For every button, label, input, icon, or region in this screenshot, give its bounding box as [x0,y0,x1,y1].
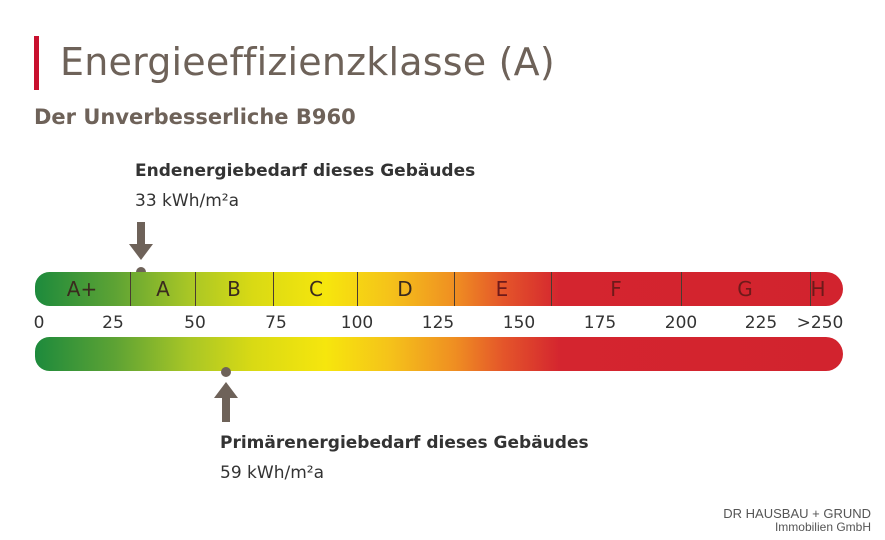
class-label: B [227,277,241,301]
class-label: G [737,277,753,301]
tick-label: 0 [33,313,45,333]
class-label: H [810,277,826,301]
class-label: E [495,277,509,301]
tick-label: 175 [583,313,617,333]
divider [273,272,274,306]
energy-class-scale: A+ A B C D E F G H [35,272,843,306]
tick-label: 100 [340,313,374,333]
end-energy-value: 33 kWh/m²a [135,191,239,211]
class-label: D [397,277,413,301]
class-label: A [156,277,170,301]
divider [454,272,455,306]
divider [810,272,811,306]
divider [681,272,682,306]
brand-name: DR HAUSBAU + GRUND [723,506,871,521]
tick-label: 25 [102,313,124,333]
tick-label: 200 [664,313,698,333]
arrow-up-icon [214,382,238,422]
class-label: F [610,277,622,301]
title-accent-bar [34,36,39,90]
tick-label: 125 [421,313,455,333]
tick-label: 150 [502,313,536,333]
brand-subline: Immobilien GmbH [774,520,871,534]
tick-label: 50 [184,313,206,333]
tick-label: 75 [265,313,287,333]
primary-energy-scale [35,337,843,371]
end-energy-label: Endenergiebedarf dieses Gebäudes [135,161,476,181]
class-label: C [309,277,323,301]
divider [357,272,358,306]
primary-energy-label: Primärenergiebedarf dieses Gebäudes [220,433,589,453]
class-label: A+ [66,277,98,301]
divider [551,272,552,306]
page-title: Energieeffizienzklasse (A) [60,40,555,84]
divider [130,272,131,306]
arrow-down-icon [129,222,153,260]
divider [195,272,196,306]
tick-label: 225 [744,313,778,333]
primary-energy-value: 59 kWh/m²a [220,463,324,483]
primary-energy-marker [221,367,231,377]
page-subtitle: Der Unverbesserliche B960 [34,105,356,129]
tick-label: >250 [796,313,844,333]
